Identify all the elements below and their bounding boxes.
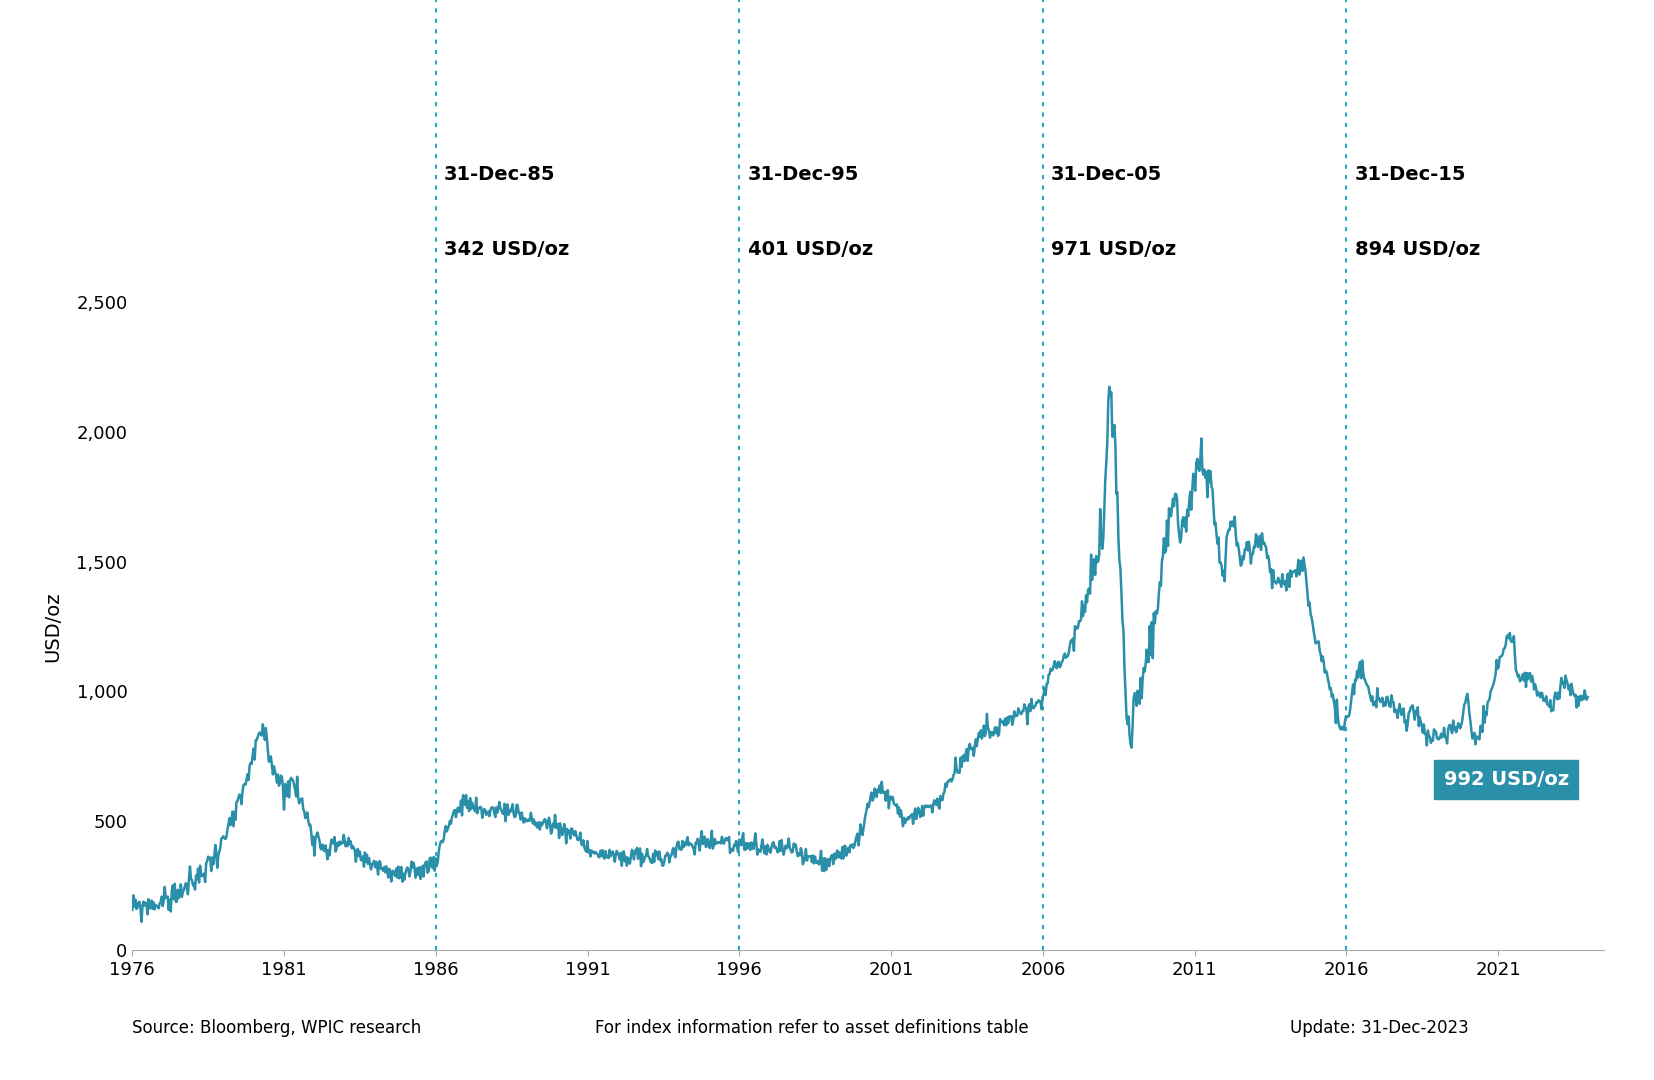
Text: For index information refer to asset definitions table: For index information refer to asset def… <box>595 1018 1029 1037</box>
Text: 31-Dec-95: 31-Dec-95 <box>748 164 858 184</box>
Text: 31-Dec-85: 31-Dec-85 <box>445 164 556 184</box>
Text: 971 USD/oz: 971 USD/oz <box>1052 240 1176 259</box>
Text: 342 USD/oz: 342 USD/oz <box>445 240 569 259</box>
Text: 31-Dec-15: 31-Dec-15 <box>1355 164 1465 184</box>
Text: Update: 31-Dec-2023: Update: 31-Dec-2023 <box>1290 1018 1469 1037</box>
Text: 992 USD/oz: 992 USD/oz <box>1444 770 1568 788</box>
Y-axis label: USD/oz: USD/oz <box>43 591 63 662</box>
Text: Source: Bloomberg, WPIC research: Source: Bloomberg, WPIC research <box>132 1018 422 1037</box>
Text: 31-Dec-05: 31-Dec-05 <box>1052 164 1163 184</box>
Text: 894 USD/oz: 894 USD/oz <box>1355 240 1480 259</box>
Text: 401 USD/oz: 401 USD/oz <box>748 240 873 259</box>
